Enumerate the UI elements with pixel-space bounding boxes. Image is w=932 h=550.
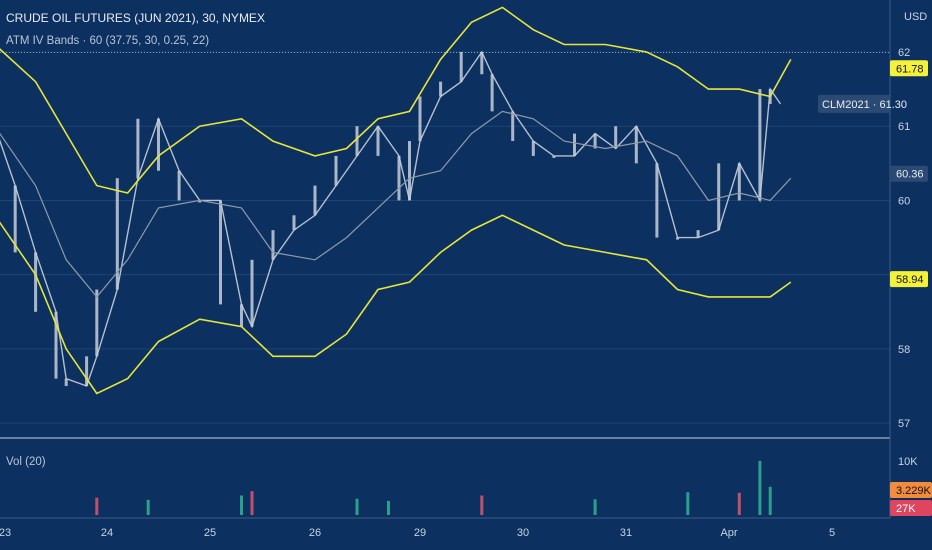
lower-band-line bbox=[0, 214, 792, 395]
candle bbox=[54, 311, 58, 379]
candle bbox=[313, 185, 317, 216]
candle bbox=[655, 163, 659, 238]
volume-bar bbox=[95, 497, 99, 515]
candle bbox=[408, 141, 411, 201]
x-tick-label: 25 bbox=[204, 527, 216, 539]
volume-bar bbox=[737, 492, 741, 515]
volume-bar bbox=[480, 495, 484, 515]
last-price-badge-text: CLM2021 · 61.30 bbox=[822, 99, 907, 111]
volume2-badge-text: 27K bbox=[896, 503, 916, 515]
x-tick-label: 24 bbox=[101, 527, 113, 539]
currency-label: USD bbox=[904, 11, 927, 23]
candle bbox=[198, 200, 202, 203]
candle bbox=[34, 252, 38, 312]
candle bbox=[418, 96, 422, 142]
volume-tick: 10K bbox=[898, 456, 918, 468]
candle bbox=[355, 126, 359, 156]
candle bbox=[292, 215, 296, 231]
volume-bar bbox=[686, 492, 690, 515]
volume-bar bbox=[355, 498, 359, 515]
candle bbox=[64, 378, 68, 387]
mid-line-badge: 60.36 bbox=[890, 165, 928, 182]
x-tick-label: 30 bbox=[517, 527, 529, 539]
candle bbox=[696, 230, 700, 238]
candle bbox=[758, 89, 762, 201]
candle bbox=[13, 185, 17, 253]
candle bbox=[219, 200, 222, 305]
candle bbox=[240, 304, 243, 327]
volume-bar bbox=[146, 499, 150, 515]
x-tick-label: 5 bbox=[829, 527, 835, 539]
y-tick-label: 58 bbox=[898, 344, 910, 356]
candle bbox=[573, 133, 576, 156]
lower-band-badge: 58.94 bbox=[890, 271, 928, 288]
candle bbox=[271, 230, 275, 260]
y-tick-label: 61 bbox=[898, 121, 910, 133]
last-price-badge-bg bbox=[818, 94, 890, 113]
y-tick-label: 62 bbox=[898, 47, 910, 59]
volume-badge-bg bbox=[890, 482, 932, 498]
volume-bar bbox=[240, 495, 243, 515]
candle bbox=[115, 178, 119, 290]
axes: 10K 57 58 60 61 62 23 24 25 26 29 30 31 Apr 5 61.78 60.3… bbox=[0, 47, 932, 539]
volume-legend: Vol (20) bbox=[6, 456, 46, 468]
x-tick-label: Apr bbox=[720, 527, 737, 539]
lower-band-badge-text: 58.94 bbox=[896, 274, 924, 286]
chart-title: CRUDE OIL FUTURES (JUN 2021), 30, NYMEX bbox=[6, 11, 265, 25]
candle bbox=[531, 141, 535, 156]
mid-line bbox=[0, 110, 792, 298]
volume-bar bbox=[250, 491, 254, 515]
x-tick-label: 26 bbox=[309, 527, 321, 539]
candle bbox=[552, 155, 556, 158]
candle bbox=[480, 51, 484, 75]
candle bbox=[490, 74, 494, 112]
indicator-legend: ATM IV Bands · 60 (37.75, 30, 0.25, 22) bbox=[6, 35, 209, 47]
candle bbox=[177, 170, 181, 201]
price-pane bbox=[0, 6, 792, 395]
last-price-badge: CLM2021 · 61.30 bbox=[818, 94, 907, 113]
volume2-badge-bg bbox=[890, 500, 932, 516]
candle bbox=[250, 259, 254, 327]
grid bbox=[0, 0, 891, 519]
mid-line-badge-bg bbox=[890, 165, 928, 182]
candle bbox=[634, 126, 638, 164]
upper-band-badge-text: 61.78 bbox=[896, 63, 924, 75]
candle bbox=[334, 155, 338, 186]
candle bbox=[737, 163, 741, 201]
y-tick-label: 60 bbox=[898, 195, 910, 207]
candle bbox=[439, 81, 443, 97]
volume-pane bbox=[95, 460, 772, 515]
candle bbox=[614, 126, 618, 149]
volume-badge-text: 3.229K bbox=[896, 485, 932, 497]
volume-bar bbox=[387, 500, 390, 515]
volume-bar bbox=[768, 486, 772, 515]
candle bbox=[511, 111, 515, 142]
upper-band-badge-bg bbox=[890, 60, 928, 77]
candle bbox=[95, 289, 99, 357]
candle bbox=[676, 237, 679, 240]
mid-line-badge-text: 60.36 bbox=[896, 169, 924, 181]
candle bbox=[397, 155, 401, 201]
candle bbox=[459, 51, 463, 82]
candle bbox=[717, 163, 721, 231]
upper-band-badge: 61.78 bbox=[890, 60, 928, 77]
volume2-badge: 27K bbox=[890, 500, 932, 516]
lower-band-badge-bg bbox=[890, 271, 928, 288]
candle bbox=[85, 356, 89, 387]
candle bbox=[376, 126, 380, 156]
upper-band-line bbox=[0, 6, 792, 194]
volume-bar bbox=[593, 499, 597, 515]
x-tick-label: 31 bbox=[620, 527, 632, 539]
volume-badge: 3.229K bbox=[890, 482, 932, 498]
candle bbox=[136, 118, 140, 179]
x-tick-label: 29 bbox=[414, 527, 426, 539]
volume-bar bbox=[758, 460, 762, 515]
candle bbox=[157, 118, 160, 171]
y-tick-label: 57 bbox=[898, 418, 910, 430]
candle bbox=[593, 133, 597, 149]
x-tick-label: 23 bbox=[0, 527, 11, 539]
